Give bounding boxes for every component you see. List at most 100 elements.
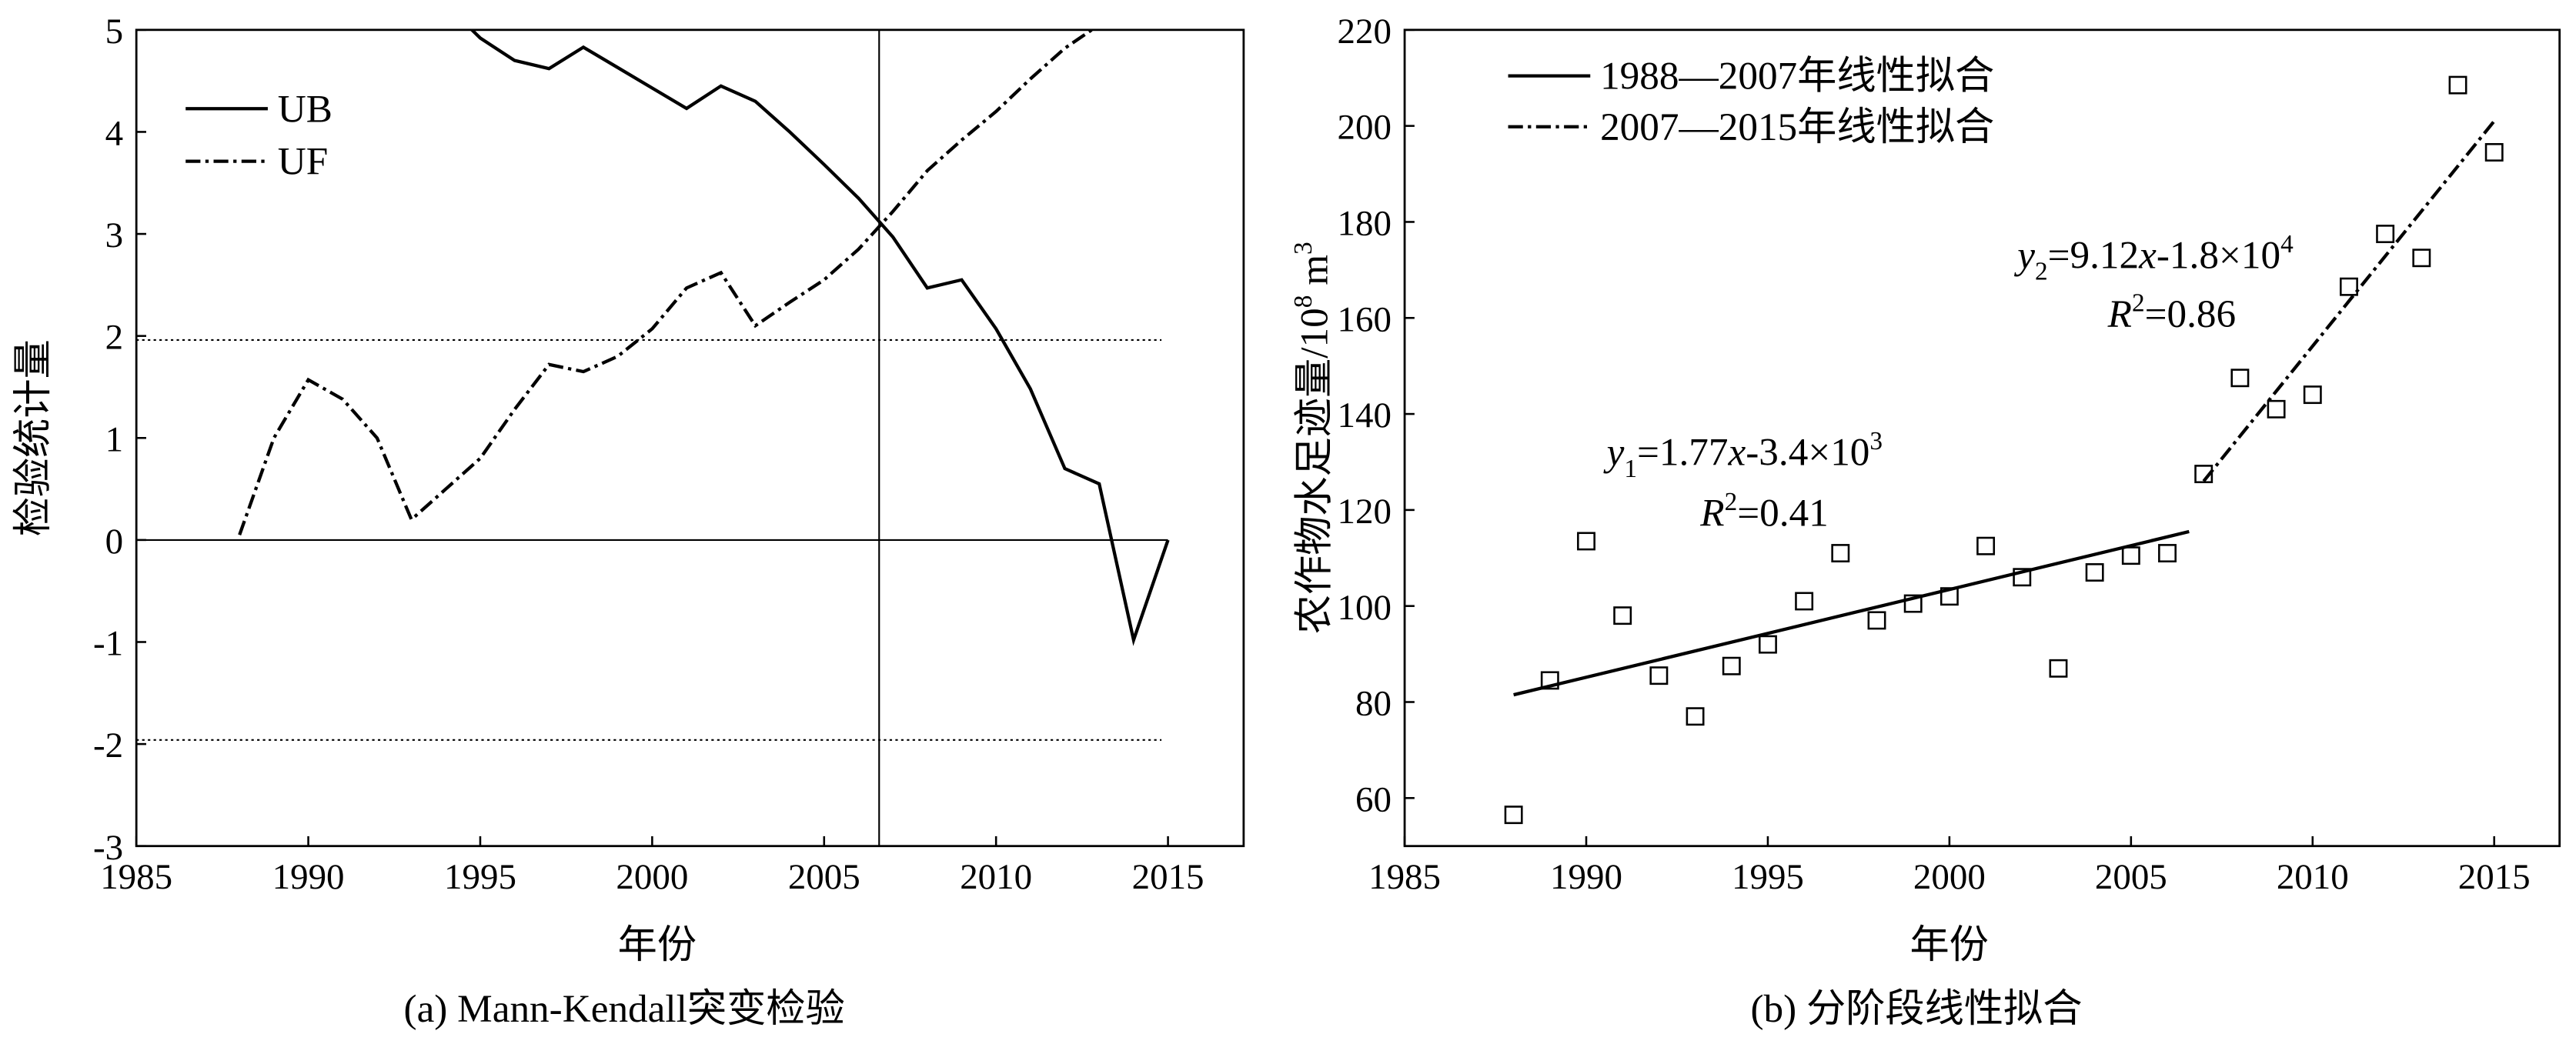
y-tick-label: -3 [93,828,123,868]
text-part: 农作物水足迹量/10 [1293,308,1337,634]
data-point [2448,75,2467,95]
y-tick-label: 220 [1338,12,1392,52]
data-point [1540,671,1559,690]
x-tick-label: 2010 [2277,857,2349,897]
series-line [469,29,1170,646]
y-tick-label: 3 [105,215,123,255]
y-tick-label: 160 [1338,299,1392,339]
data-point [1686,707,1705,726]
text-part: x [1728,430,1746,474]
data-point [1649,666,1669,685]
data-point [2484,143,2504,162]
x-tick-label: 1995 [1732,857,1804,897]
data-point [1504,806,1523,825]
plot-area [1504,75,2504,825]
data-point [2085,563,2104,582]
data-point [2013,568,2032,587]
legend-label: 2007—2015年线性拟合 [1600,105,1994,149]
series-line [238,29,1095,535]
y-tick-label: 0 [105,522,123,562]
plot-area [136,29,1170,846]
text-part: =1.77 [1637,430,1729,474]
x-tick-label: 1995 [444,857,516,897]
text-part: =9.12 [2048,233,2140,277]
text-part: =0.41 [1737,491,1829,535]
x-tick-label: 1985 [100,857,172,897]
y-tick-label: 2 [105,318,123,358]
text-part: -3.4×10 [1746,430,1869,474]
data-point [1722,656,1741,675]
series-line [1513,529,2190,697]
text-part: -1.8×10 [2157,233,2280,277]
data-point [2158,544,2177,562]
data-point [2376,225,2395,244]
x-tick-label: 2015 [1132,857,1204,897]
x-tick-label: 1985 [1368,857,1441,897]
data-point [2412,248,2431,268]
series-line [2202,120,2496,482]
x-tick-label: 1990 [1550,857,1622,897]
axes-frame [1403,28,2561,848]
data-point [1831,544,1850,562]
x-tick-label: 2005 [788,857,860,897]
data-point [2049,659,2068,678]
y-tick-label: 100 [1338,588,1392,628]
y-tick-label: 80 [1355,684,1392,724]
y-axis-label: 检验统计量 [12,339,55,536]
data-point [1976,536,1996,555]
text-part: 8 [1289,295,1318,309]
x-tick-label: 2015 [2458,857,2531,897]
x-axis-label: 年份 [1909,923,1988,967]
data-point [2194,465,2213,484]
data-point [1940,587,1959,606]
data-point [1758,635,1777,654]
data-point [2267,399,2286,419]
y-tick-label: 1 [105,419,123,459]
caption: (a) Mann-Kendall突变检验 [404,987,845,1031]
text-part: 1 [1624,455,1637,483]
data-point [2121,546,2140,565]
y-tick-label: 180 [1338,204,1392,244]
y-tick-label: 5 [105,12,123,52]
text-part: 2 [2132,289,2145,318]
legend-label: 1988—2007年线性拟合 [1600,55,1994,98]
x-tick-label: 2000 [1913,857,1986,897]
x-tick-label: 2010 [960,857,1032,897]
text-part: m [1293,255,1337,295]
x-tick-label: 1990 [272,857,345,897]
text-part: 2 [2035,258,2048,286]
y-tick-label: 60 [1355,779,1392,819]
text-part: 3 [1869,427,1883,455]
plot: 1985 1990 1995 2000 2005 2010 2015608010012014… [1289,12,2561,1031]
x-tick-label: 2000 [616,857,688,897]
data-point [1613,606,1632,625]
text-part: R [2107,292,2132,336]
text-part: y [2013,233,2035,277]
data-point [1867,611,1886,630]
y-tick-label: 4 [105,114,123,154]
data-point [2303,385,2322,405]
annotation: R2=0.41 [1699,488,1828,535]
data-point [1903,594,1923,613]
x-axis-label: 年份 [618,923,697,967]
text-part: 4 [2280,230,2294,258]
text-part: y [1603,430,1625,474]
y-tick-label: -1 [93,624,123,664]
data-point [1577,532,1595,551]
data-point [1795,592,1814,611]
y-tick-label: 120 [1338,492,1392,532]
text-part: x [2138,233,2157,277]
plot: 1985 1990 1995 2000 2005 2010 2015 -3 -2 -1 0 1 2 3 4 5… [12,12,1245,1031]
x-tick-label: 2005 [2095,857,2167,897]
text-part: =0.86 [2145,292,2237,336]
caption: (b) 分阶段线性拟合 [1750,987,2082,1031]
y-tick-label: 140 [1338,395,1392,435]
text-part: R [1699,491,1724,535]
annotation: R2=0.86 [2107,289,2236,336]
text-part: 2 [1725,488,1738,516]
y-axis-label: 农作物水足迹量/108 m3 [1289,242,1336,634]
data-point [2230,369,2250,388]
y-tick-label: -2 [93,725,123,765]
data-point [2340,277,2358,296]
